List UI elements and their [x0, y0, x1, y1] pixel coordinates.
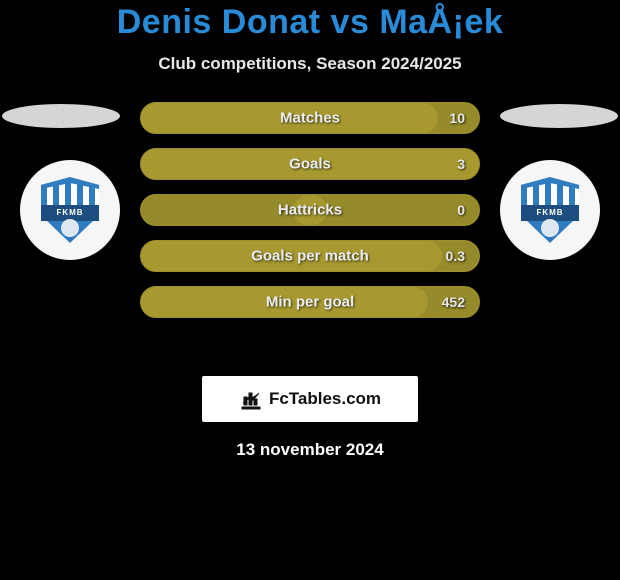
stat-label: Hattricks [278, 202, 342, 219]
stat-value: 0.3 [446, 248, 465, 264]
page-title: Denis Donat vs MaÅ¡ek [0, 3, 620, 42]
club-crest-icon: FKMB [41, 177, 99, 243]
stat-value: 452 [442, 294, 465, 310]
stat-pill: Matches 10 [140, 102, 480, 134]
stat-rows: Matches 10 Goals 3 Hattricks 0 Goals per match… [140, 102, 480, 318]
stat-label: Goals [289, 156, 331, 173]
stat-value: 3 [457, 156, 465, 172]
subtitle: Club competitions, Season 2024/2025 [0, 54, 620, 74]
stat-pill: Min per goal 452 [140, 286, 480, 318]
stats-stage: FKMB FKMB Matches 10 Goals 3 Hattricks 0 Goals… [0, 102, 620, 352]
right-shadow-ellipse [500, 104, 618, 128]
stat-value: 10 [449, 110, 465, 126]
stat-value: 0 [457, 202, 465, 218]
comparison-card: Denis Donat vs MaÅ¡ek Club competitions,… [0, 0, 620, 460]
left-club-badge: FKMB [20, 160, 120, 260]
stat-pill: Hattricks 0 [140, 194, 480, 226]
stat-label: Min per goal [266, 294, 354, 311]
right-club-badge: FKMB [500, 160, 600, 260]
brand-text: FcTables.com [269, 389, 381, 409]
brand-box[interactable]: FcTables.com [202, 376, 418, 422]
date-text: 13 november 2024 [0, 440, 620, 460]
left-shadow-ellipse [2, 104, 120, 128]
club-crest-icon: FKMB [521, 177, 579, 243]
stat-pill: Goals per match 0.3 [140, 240, 480, 272]
stat-label: Goals per match [251, 248, 369, 265]
brand-chart-icon [239, 387, 263, 411]
stat-label: Matches [280, 110, 340, 127]
stat-pill: Goals 3 [140, 148, 480, 180]
